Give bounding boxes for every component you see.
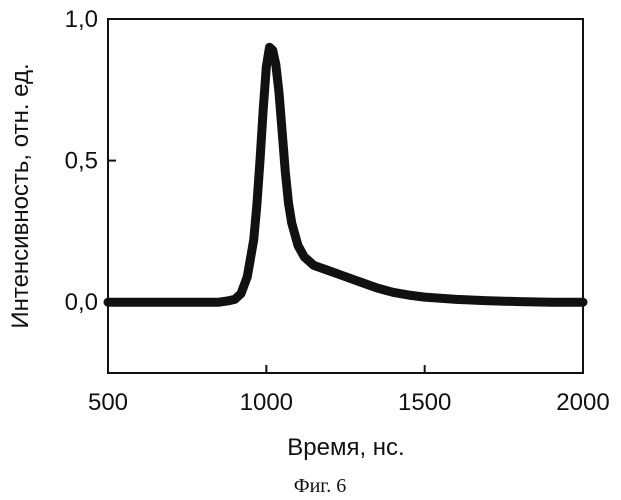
y-axis-title: Интенсивность, отн. ед. (7, 63, 34, 328)
plot-frame (107, 18, 584, 374)
intensity-series-line (103, 42, 588, 307)
x-axis-ticks: 500 1000 1500 2000 (88, 365, 610, 416)
y-tick-label: 0,5 (65, 148, 98, 175)
x-tick-label: 1500 (398, 389, 451, 416)
x-axis-title: Время, нс. (287, 434, 404, 461)
y-tick-label: 1,0 (65, 6, 98, 33)
x-tick-label: 500 (88, 389, 128, 416)
y-axis-ticks: 0,0 0,5 1,0 (65, 6, 116, 316)
x-tick-label: 2000 (556, 389, 609, 416)
y-tick-label: 0,0 (65, 289, 98, 316)
x-tick-label: 1000 (240, 389, 293, 416)
figure-caption: Фиг. 6 (294, 475, 346, 497)
